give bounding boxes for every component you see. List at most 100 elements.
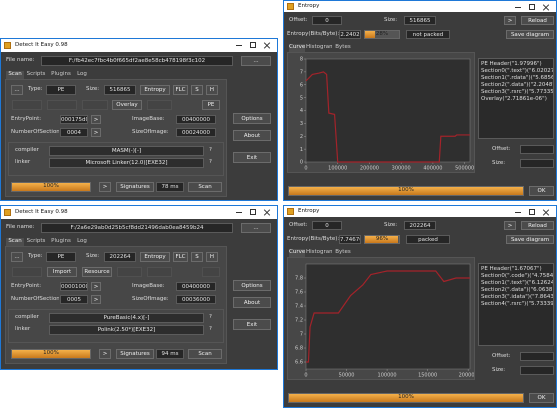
next-button[interactable]: > bbox=[504, 221, 516, 230]
tool-button[interactable]: Entropy bbox=[140, 252, 170, 262]
disabled-button bbox=[12, 267, 42, 277]
ok-button[interactable]: OK bbox=[529, 393, 554, 403]
tool-button[interactable]: H bbox=[206, 85, 218, 95]
reload-button[interactable]: Reload bbox=[521, 16, 554, 25]
tab[interactable]: Scan bbox=[6, 238, 24, 246]
save-button[interactable]: Save diagram bbox=[506, 30, 554, 39]
scan-button[interactable]: Scan bbox=[188, 349, 222, 359]
signatures-button[interactable]: Signatures bbox=[116, 182, 154, 192]
tab[interactable]: Scripts bbox=[26, 71, 46, 77]
image-base-field[interactable]: 00400000 bbox=[176, 115, 216, 124]
size-field[interactable]: 202264 bbox=[404, 221, 436, 230]
size-of-image-field[interactable]: 00024000 bbox=[176, 128, 216, 137]
result-help[interactable]: ? bbox=[209, 159, 212, 165]
type-field[interactable]: PE bbox=[46, 252, 76, 262]
next-button[interactable]: > bbox=[504, 16, 516, 25]
info-button[interactable]: Import bbox=[47, 267, 77, 277]
tool-button[interactable]: FLC bbox=[173, 252, 188, 262]
y-tick-label: 7.8 bbox=[295, 276, 303, 282]
file-name-field[interactable]: F:/fb42ec7fbc4b0f665df2ae8e58cb478198f3c… bbox=[41, 56, 233, 66]
reload-button[interactable]: Reload bbox=[521, 221, 554, 230]
info-button[interactable]: Overlay bbox=[112, 100, 142, 110]
progress-fill bbox=[289, 187, 523, 195]
size-field[interactable]: 516865 bbox=[404, 16, 436, 25]
size-of-image-field[interactable]: 00036000 bbox=[176, 295, 216, 304]
tab[interactable]: Curve bbox=[289, 44, 305, 52]
entry-point-button[interactable]: > bbox=[91, 282, 101, 291]
result-help[interactable]: ? bbox=[209, 314, 212, 320]
maximize-glyph[interactable] bbox=[250, 209, 256, 215]
size-field[interactable] bbox=[520, 159, 554, 168]
info-button[interactable]: Resource bbox=[82, 267, 112, 277]
tool-button[interactable]: S bbox=[191, 85, 203, 95]
tab[interactable]: Log bbox=[77, 71, 87, 77]
save-button[interactable]: Save diagram bbox=[506, 235, 554, 244]
die-window: Detect It Easy 0.98 File name: F:/fb42ec7f… bbox=[0, 38, 278, 201]
side-button[interactable]: Options bbox=[233, 280, 271, 291]
size-label: Size: bbox=[492, 367, 506, 373]
file-name-field[interactable]: F:/2a6e29ab0d25b5cf8dd21496dab0ea8459b24 bbox=[41, 223, 233, 233]
tab[interactable]: Curve bbox=[289, 249, 305, 257]
options-button[interactable]: ... bbox=[11, 85, 23, 95]
entropy-chart: 0 1 2 3 4 5 6 7 8 0 100000 200000 300000 400000 500000 bbox=[287, 52, 475, 173]
tab[interactable]: Plugins bbox=[51, 238, 71, 244]
entry-point-field[interactable]: 000175d0 bbox=[60, 115, 88, 124]
result-help[interactable]: ? bbox=[209, 326, 212, 332]
entry-point-button[interactable]: > bbox=[91, 115, 101, 124]
tab[interactable]: Histogram bbox=[306, 44, 332, 50]
type-field[interactable]: PE bbox=[46, 85, 76, 95]
sections-button[interactable]: > bbox=[91, 295, 101, 304]
progress-bar: 100% bbox=[288, 186, 524, 196]
size-label: Size: bbox=[492, 160, 506, 166]
entry-point-field[interactable]: 00001000 bbox=[60, 282, 88, 291]
info-button[interactable]: PE bbox=[202, 100, 220, 110]
side-button[interactable]: About bbox=[233, 130, 271, 141]
sections-button[interactable]: > bbox=[91, 128, 101, 137]
sections-field[interactable]: 0004 bbox=[60, 128, 88, 137]
sections-label: NumberOfSections: bbox=[11, 296, 59, 302]
tab[interactable]: Log bbox=[77, 238, 87, 244]
tab[interactable]: Plugins bbox=[51, 71, 71, 77]
offset-field[interactable]: 0 bbox=[312, 221, 342, 230]
ok-button[interactable]: OK bbox=[529, 186, 554, 196]
tool-button[interactable]: S bbox=[191, 252, 203, 262]
options-button[interactable]: ... bbox=[11, 252, 23, 262]
tab[interactable]: Scripts bbox=[26, 238, 46, 244]
tool-button[interactable]: H bbox=[206, 252, 218, 262]
browse-button[interactable]: ... bbox=[241, 56, 271, 66]
size-field[interactable]: 516865 bbox=[104, 85, 136, 95]
entropy-window: Entropy Offset: 0 Size: 202264 > Reload Entropy… bbox=[283, 205, 557, 408]
maximize-glyph[interactable] bbox=[529, 209, 535, 215]
sections-field[interactable]: 0005 bbox=[60, 295, 88, 304]
y-tick-label: 2 bbox=[300, 134, 303, 140]
x-tick-label: 200000 bbox=[459, 373, 475, 379]
offset-field[interactable]: 0 bbox=[312, 16, 342, 25]
offset-field[interactable] bbox=[520, 145, 554, 154]
scan-button[interactable]: Scan bbox=[188, 182, 222, 192]
maximize-glyph[interactable] bbox=[250, 42, 256, 48]
size-field[interactable] bbox=[520, 366, 554, 375]
tool-button[interactable]: FLC bbox=[173, 85, 188, 95]
maximize-glyph[interactable] bbox=[529, 4, 535, 10]
side-button[interactable]: Options bbox=[233, 113, 271, 124]
app-icon bbox=[287, 208, 294, 215]
more-button[interactable]: > bbox=[99, 182, 111, 192]
tab[interactable]: Scan bbox=[6, 71, 24, 79]
image-base-field[interactable]: 00400000 bbox=[176, 282, 216, 291]
side-button[interactable]: About bbox=[233, 297, 271, 308]
tool-button[interactable]: Entropy bbox=[140, 85, 170, 95]
browse-button[interactable]: ... bbox=[241, 223, 271, 233]
side-button[interactable]: Exit bbox=[233, 319, 271, 330]
result-help[interactable]: ? bbox=[209, 147, 212, 153]
progress-fill bbox=[365, 31, 375, 38]
offset-label: Offset: bbox=[289, 222, 308, 228]
size-field[interactable]: 202264 bbox=[104, 252, 136, 262]
tab[interactable]: Bytes bbox=[335, 249, 351, 255]
offset-field[interactable] bbox=[520, 352, 554, 361]
disabled-button bbox=[117, 267, 142, 277]
signatures-button[interactable]: Signatures bbox=[116, 349, 154, 359]
more-button[interactable]: > bbox=[99, 349, 111, 359]
tab[interactable]: Bytes bbox=[335, 44, 351, 50]
side-button[interactable]: Exit bbox=[233, 152, 271, 163]
tab[interactable]: Histogram bbox=[306, 249, 332, 255]
